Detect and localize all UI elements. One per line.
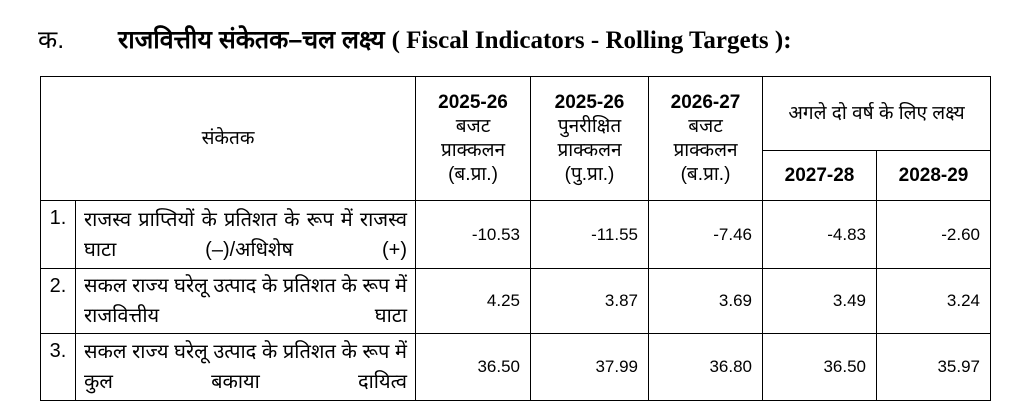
header-row: संकेतक 2025-26 बजट प्राक्कलन (ब.प्रा.) 2025-2… bbox=[39, 76, 992, 201]
header-row: 2027-28 2028-29 bbox=[41, 150, 992, 201]
title-number: क. bbox=[38, 26, 65, 54]
column-year: 2026-27 bbox=[670, 91, 741, 113]
column-line: (ब.प्रा.) bbox=[448, 163, 498, 185]
column-line: प्राक्कलन bbox=[673, 139, 738, 161]
row-value: -10.53 bbox=[415, 200, 532, 269]
table-header: संकेतक 2025-26 बजट प्राक्कलन (ब.प्रा.) 2025-2… bbox=[39, 76, 992, 201]
table-body: 1. राजस्व प्राप्तियों के प्रतिशत के रूप म… bbox=[40, 200, 992, 401]
column-year: 2025-26 bbox=[554, 91, 625, 113]
row-value: -7.46 bbox=[648, 200, 764, 269]
row-label: राजस्व प्राप्तियों के प्रतिशत के रूप में… bbox=[74, 200, 417, 269]
data-row: 2. सकल राज्य घरेलू उत्पाद के प्रतिशत के र… bbox=[40, 268, 992, 334]
row-value: 3.24 bbox=[876, 268, 992, 334]
target-group-header: अगले दो वर्ष के लिए लक्ष्य bbox=[762, 76, 992, 151]
column-line: पुनरीक्षित bbox=[557, 115, 622, 137]
target-year: 2027-28 bbox=[762, 150, 878, 201]
column-line: प्राक्कलन bbox=[557, 139, 622, 161]
title: क. राजवित्तीय संकेतक–चल लक्ष्य ( Fiscal I… bbox=[38, 22, 792, 56]
indicator-table: संकेतक 2025-26 बजट प्राक्कलन (ब.प्रा.) 2025-2… bbox=[39, 76, 992, 401]
row-value: 37.99 bbox=[530, 333, 650, 401]
row-number: 3. bbox=[40, 333, 76, 401]
column-year: 2025-26 bbox=[438, 91, 508, 113]
column-header: 2025-26 बजट प्राक्कलन (ब.प्रा.) bbox=[415, 76, 532, 201]
row-value: 36.50 bbox=[762, 333, 878, 401]
target-year: 2028-29 bbox=[876, 150, 992, 201]
row-value: -11.55 bbox=[530, 200, 650, 269]
title-hindi: राजवित्तीय संकेतक–चल लक्ष्य bbox=[118, 26, 385, 54]
row-label: सकल राज्य घरेलू उत्पाद के प्रतिशत के रूप… bbox=[74, 268, 417, 334]
row-value: 36.80 bbox=[648, 333, 764, 401]
data-row: 3. सकल राज्य घरेलू उत्पाद के प्रतिशत के र… bbox=[40, 333, 992, 401]
column-line: बजट bbox=[688, 115, 723, 137]
row-value: -2.60 bbox=[876, 200, 992, 269]
row-number: 1. bbox=[40, 200, 76, 269]
column-line: (पु.प्रा.) bbox=[564, 163, 615, 185]
column-line: (ब.प्रा.) bbox=[680, 163, 731, 185]
column-line: प्राक्कलन bbox=[440, 139, 506, 161]
row-value: 35.97 bbox=[876, 333, 992, 401]
row-number: 2. bbox=[40, 268, 76, 334]
column-line: बजट bbox=[455, 115, 491, 137]
row-value: 36.50 bbox=[415, 333, 532, 401]
column-header: 2026-27 बजट प्राक्कलन (ब.प्रा.) bbox=[648, 76, 764, 201]
title-english: ( Fiscal Indicators - Rolling Targets ): bbox=[391, 27, 792, 54]
row-value: -4.83 bbox=[762, 200, 878, 269]
data-row: 1. राजस्व प्राप्तियों के प्रतिशत के रूप म… bbox=[40, 200, 992, 269]
row-value: 3.49 bbox=[762, 268, 878, 334]
indicator-header: संकेतक bbox=[39, 76, 417, 201]
row-value: 3.87 bbox=[530, 268, 650, 334]
row-value: 3.69 bbox=[648, 268, 764, 334]
column-header: 2025-26 पुनरीक्षित प्राक्कलन (पु.प्रा.) bbox=[530, 76, 650, 201]
row-value: 4.25 bbox=[415, 268, 532, 334]
row-label: सकल राज्य घरेलू उत्पाद के प्रतिशत के रूप… bbox=[74, 333, 417, 401]
